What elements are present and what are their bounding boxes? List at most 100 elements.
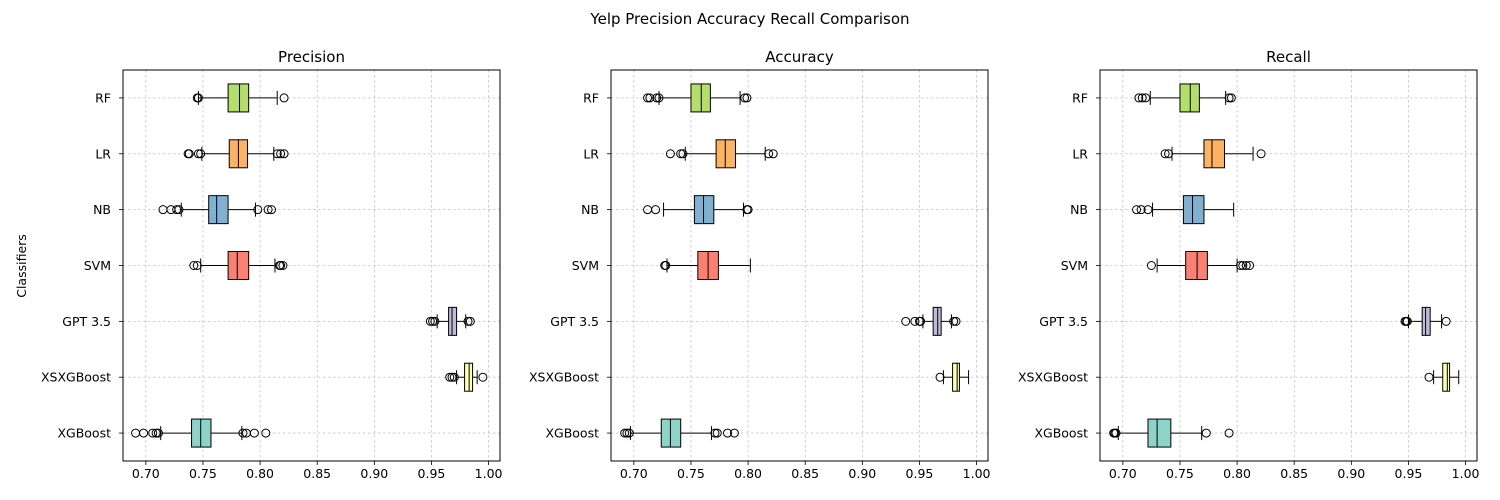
accuracy-flier-gpt-3-5 — [949, 316, 959, 326]
precision-box-rf — [192, 83, 289, 113]
accuracy-axes-frame — [610, 69, 989, 462]
recall-xtick-label: 0.75 — [1166, 466, 1194, 481]
recall-xtick-label: 0.80 — [1223, 466, 1251, 481]
accuracy-flier-xgboost — [723, 428, 733, 438]
precision-iqr-nb — [208, 195, 229, 225]
precision-flier-xgboost — [153, 428, 163, 438]
precision-iqr-gpt-3-5 — [448, 306, 458, 336]
precision-flier-svm — [276, 261, 286, 270]
precision-flier-xgboost — [249, 428, 259, 438]
precision-flier-xgboost — [151, 428, 161, 438]
accuracy-flier-rf — [652, 93, 662, 103]
accuracy-ytick-label: LR — [583, 146, 599, 161]
precision-xtick-label: 1.00 — [475, 466, 503, 481]
recall-flier-rf — [1224, 93, 1234, 103]
accuracy-flier-rf — [643, 93, 653, 103]
precision-flier-xsxgboost — [449, 372, 459, 382]
precision-flier-xgboost — [261, 428, 271, 438]
precision-flier-lr — [272, 149, 282, 159]
accuracy-ytick-label: RF — [583, 90, 599, 105]
accuracy-title: Accuracy — [765, 48, 834, 66]
precision-xtick-label: 0.95 — [418, 466, 446, 481]
recall-flier-svm — [1245, 261, 1255, 270]
accuracy-flier-lr — [665, 149, 675, 159]
precision-ytick-label: XGBoost — [57, 426, 111, 441]
recall-flier-svm — [1241, 261, 1251, 270]
recall-flier-xsxgboost — [1424, 372, 1434, 382]
recall-flier-gpt-3-5 — [1402, 316, 1412, 326]
precision-flier-xsxgboost — [447, 372, 457, 382]
accuracy-iqr-nb — [693, 195, 715, 225]
accuracy-flier-gpt-3-5 — [901, 316, 911, 326]
accuracy-flier-lr — [768, 149, 778, 159]
accuracy-ytick-label: XSXGBoost — [529, 370, 599, 385]
precision-flier-xgboost — [148, 428, 158, 438]
recall-ytick-label: SVM — [1061, 258, 1088, 273]
recall-flier-svm — [1236, 261, 1246, 270]
y-axis-label: Classifiers — [14, 234, 29, 298]
recall-box-xgboost — [1109, 418, 1234, 448]
recall-box-rf — [1134, 83, 1236, 113]
accuracy-iqr-gpt-3-5 — [932, 306, 942, 336]
accuracy-flier-nb — [651, 205, 661, 215]
precision-flier-nb — [263, 205, 273, 215]
precision-flier-nb — [267, 205, 277, 215]
accuracy-ytick-label: SVM — [572, 258, 599, 273]
precision-box-xsxgboost — [445, 362, 488, 392]
recall-flier-xgboost — [1224, 428, 1234, 438]
accuracy-flier-xgboost — [729, 428, 739, 438]
recall-flier-rf — [1226, 93, 1236, 103]
accuracy-box-lr — [665, 139, 778, 169]
precision-ytick-label: LR — [95, 146, 111, 161]
precision-box-gpt-3-5 — [425, 306, 475, 336]
accuracy-flier-xgboost — [622, 428, 632, 438]
precision-flier-gpt-3-5 — [463, 316, 473, 326]
precision-ytick-label: RF — [95, 90, 111, 105]
accuracy-iqr-xsxgboost — [952, 362, 960, 392]
recall-flier-rf — [1134, 93, 1144, 103]
recall-ytick-label: XGBoost — [1034, 426, 1088, 441]
precision-flier-xgboost — [139, 428, 149, 438]
recall-xtick-label: 0.95 — [1395, 466, 1423, 481]
accuracy-ytick-label: GPT 3.5 — [550, 314, 599, 329]
recall-flier-svm — [1238, 261, 1248, 270]
panels: Precision 0.70 0.75 0.80 0.85 0.90 0.95 1.00 RF L… — [41, 48, 1480, 481]
recall-xtick-label: 0.85 — [1280, 466, 1308, 481]
precision-ytick-label: SVM — [84, 258, 111, 273]
precision-xtick-label: 0.80 — [246, 466, 274, 481]
precision-iqr-rf — [227, 83, 250, 113]
recall-ytick-label: NB — [1070, 202, 1088, 217]
precision-xtick-label: 0.90 — [360, 466, 388, 481]
recall-iqr-gpt-3-5 — [1421, 306, 1431, 336]
panel-accuracy: Accuracy 0.70 0.75 0.80 0.85 0.90 0.95 1.00 RF LR… — [529, 48, 991, 481]
recall-flier-svm — [1146, 261, 1156, 270]
recall-flier-nb — [1132, 205, 1142, 215]
accuracy-box-xgboost — [620, 418, 739, 448]
accuracy-xtick-label: 1.00 — [963, 466, 991, 481]
panel-precision: Precision 0.70 0.75 0.80 0.85 0.90 0.95 1.00 RF L… — [41, 48, 503, 481]
recall-axes-frame — [1099, 69, 1478, 462]
precision-flier-xgboost — [238, 428, 248, 438]
recall-flier-rf — [1137, 93, 1147, 103]
accuracy-flier-lr — [678, 149, 688, 159]
recall-iqr-xsxgboost — [1442, 362, 1451, 392]
precision-flier-gpt-3-5 — [425, 316, 435, 326]
accuracy-xtick-label: 0.80 — [734, 466, 762, 481]
recall-xtick-label: 0.70 — [1109, 466, 1137, 481]
accuracy-flier-xgboost — [620, 428, 630, 438]
recall-box-lr — [1160, 139, 1266, 169]
recall-flier-gpt-3-5 — [1441, 316, 1451, 326]
accuracy-box-nb — [643, 195, 753, 225]
recall-iqr-svm — [1185, 251, 1208, 280]
precision-box-nb — [158, 195, 277, 225]
accuracy-flier-svm — [661, 261, 671, 270]
accuracy-flier-rf — [742, 93, 752, 103]
accuracy-iqr-xgboost — [660, 418, 682, 448]
recall-ytick-label: LR — [1072, 146, 1088, 161]
precision-flier-gpt-3-5 — [430, 316, 440, 326]
recall-box-xsxgboost — [1424, 362, 1460, 392]
precision-title: Precision — [278, 48, 345, 66]
accuracy-flier-rf — [740, 93, 750, 103]
precision-ytick-label: GPT 3.5 — [62, 314, 111, 329]
